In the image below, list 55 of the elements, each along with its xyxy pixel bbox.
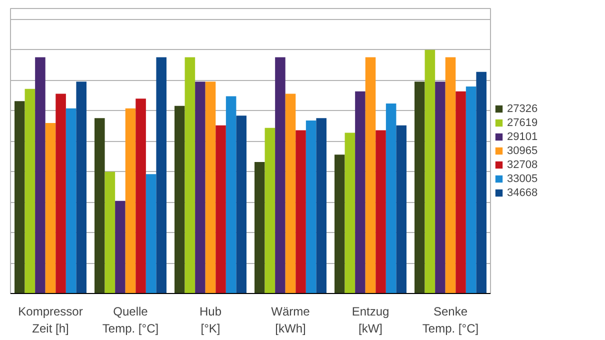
bar	[424, 50, 436, 294]
bar	[24, 88, 36, 294]
bar	[184, 57, 196, 294]
bar	[205, 82, 216, 294]
bar	[306, 120, 316, 294]
bar	[115, 200, 126, 294]
legend-label: 29101	[507, 130, 538, 142]
bar	[334, 154, 345, 294]
legend-label: 33005	[507, 172, 538, 184]
bar	[174, 106, 185, 294]
bar	[236, 116, 246, 294]
bar	[254, 162, 265, 294]
bar	[216, 125, 226, 294]
bar	[355, 91, 366, 294]
bar	[195, 82, 206, 294]
bar	[66, 108, 76, 294]
x-tick-label: Quelle Temp. [°C]	[102, 304, 159, 336]
bar	[435, 82, 446, 294]
bar	[365, 57, 376, 294]
x-tick-label: Entzug [kW]	[352, 304, 390, 336]
x-tick-label: Kompressor Zeit [h]	[18, 304, 83, 336]
bar	[45, 122, 56, 294]
legend-label: 30965	[507, 144, 538, 156]
bar	[76, 82, 86, 294]
bar	[296, 130, 306, 294]
bar	[376, 130, 386, 294]
bar	[35, 57, 46, 294]
bar	[125, 108, 136, 294]
bar	[146, 174, 156, 294]
bar	[445, 57, 456, 294]
bar	[104, 172, 116, 294]
bar	[275, 57, 286, 294]
x-tick-label: Hub [°K]	[199, 304, 222, 336]
bar	[344, 132, 356, 294]
bar	[456, 91, 466, 294]
legend-label: 27326	[507, 102, 538, 114]
legend-label: 34668	[507, 186, 538, 198]
bar	[94, 118, 105, 294]
bar	[316, 118, 326, 294]
bar	[386, 104, 396, 294]
x-tick-label: Senke Temp. [°C]	[422, 304, 479, 336]
bar	[156, 57, 166, 294]
bar	[264, 128, 276, 294]
bar	[396, 125, 406, 294]
bar	[476, 72, 486, 294]
bar	[414, 82, 425, 294]
bar	[14, 101, 25, 294]
x-tick-label: Wärme [kWh]	[271, 304, 310, 336]
legend-label: 27619	[507, 116, 538, 128]
legend-label: 32708	[507, 158, 538, 170]
bar	[136, 98, 146, 294]
bar	[56, 94, 66, 294]
bar	[226, 96, 236, 294]
bar	[285, 94, 296, 294]
bar	[466, 86, 476, 294]
